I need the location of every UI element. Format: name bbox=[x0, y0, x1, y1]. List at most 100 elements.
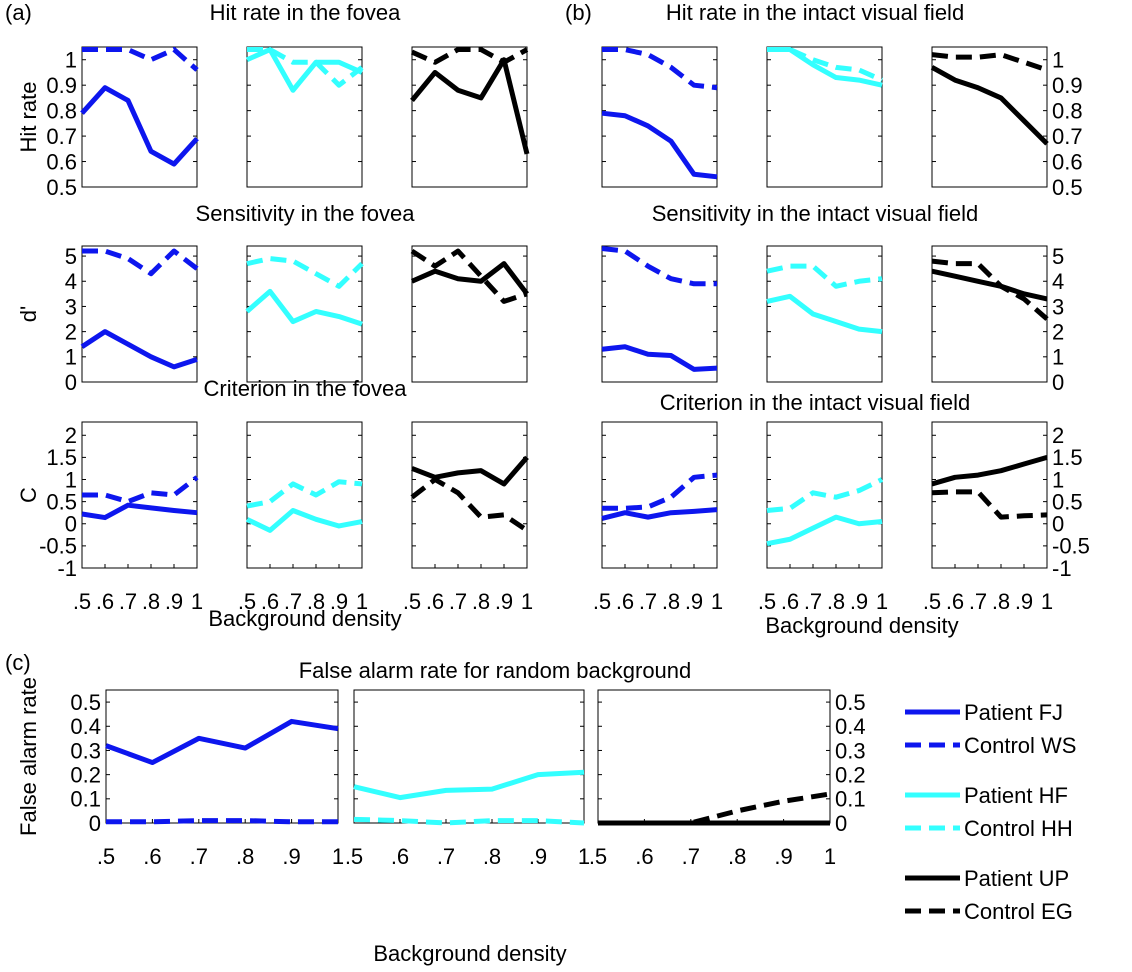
data-line bbox=[410, 248, 528, 304]
x-tick-label: 1 bbox=[332, 844, 344, 869]
y-tick-label: 0.5 bbox=[1052, 175, 1083, 200]
axes-frame bbox=[81, 46, 198, 188]
data-line bbox=[82, 248, 199, 277]
data-line bbox=[245, 47, 364, 93]
x-tick-label: .6 bbox=[616, 589, 634, 614]
legend-label: Patient HF bbox=[964, 783, 1068, 808]
x-tick-label: .7 bbox=[119, 589, 137, 614]
y-tick-label: 4 bbox=[1052, 269, 1064, 294]
panel-label: (a) bbox=[5, 0, 32, 25]
x-tick-label: .6 bbox=[391, 844, 409, 869]
chart-title: Criterion in the fovea bbox=[204, 376, 408, 401]
x-tick-label: .7 bbox=[804, 589, 822, 614]
data-line bbox=[766, 477, 884, 513]
x-tick-label: .7 bbox=[639, 589, 657, 614]
x-tick-label: .6 bbox=[426, 589, 444, 614]
x-tick-label: .9 bbox=[529, 844, 547, 869]
axes-frame bbox=[931, 46, 1048, 188]
x-tick-label: .9 bbox=[1015, 589, 1033, 614]
data-line bbox=[411, 455, 529, 487]
x-tick-label: .5 bbox=[758, 589, 776, 614]
data-line bbox=[80, 85, 199, 167]
y-tick-label: -0.5 bbox=[1052, 534, 1090, 559]
y-tick-label: 0.1 bbox=[70, 787, 101, 812]
y-tick-label: 0.7 bbox=[46, 124, 77, 149]
axes-frame bbox=[411, 421, 528, 569]
chart-title: Sensitivity in the fovea bbox=[196, 201, 416, 226]
data-line bbox=[931, 52, 1048, 73]
legend-label: Patient FJ bbox=[964, 700, 1063, 725]
x-tick-label: .5 bbox=[73, 589, 91, 614]
y-axis-label: d' bbox=[16, 306, 41, 322]
x-tick-label: 1 bbox=[578, 844, 590, 869]
data-line bbox=[601, 246, 717, 287]
x-tick-label: .6 bbox=[946, 589, 964, 614]
y-tick-label: 1 bbox=[65, 467, 77, 492]
axes-frame bbox=[353, 689, 585, 824]
y-tick-label: 2 bbox=[1052, 319, 1064, 344]
axes-frame bbox=[601, 245, 718, 383]
chart-title: Hit rate in the intact visual field bbox=[666, 0, 964, 25]
data-line bbox=[245, 507, 363, 533]
y-tick-label: 0.3 bbox=[70, 738, 101, 763]
y-tick-label: 0.5 bbox=[70, 690, 101, 715]
y-tick-label: 5 bbox=[65, 244, 77, 269]
y-tick-label: 0.6 bbox=[46, 149, 77, 174]
y-axis-label: C bbox=[16, 487, 41, 503]
data-line bbox=[82, 47, 199, 72]
y-tick-label: 0 bbox=[65, 512, 77, 537]
data-line bbox=[410, 47, 529, 65]
y-tick-label: -1 bbox=[57, 556, 77, 581]
axes-frame bbox=[597, 689, 831, 824]
x-tick-label: .5 bbox=[403, 589, 421, 614]
legend-label: Control HH bbox=[964, 816, 1073, 841]
data-line bbox=[246, 256, 364, 289]
x-tick-label: .6 bbox=[143, 844, 161, 869]
y-tick-label: 2 bbox=[65, 423, 77, 448]
y-tick-label: 3 bbox=[1052, 294, 1064, 319]
data-line bbox=[353, 769, 585, 801]
x-tick-label: .7 bbox=[284, 589, 302, 614]
x-axis-label: Background density bbox=[765, 613, 958, 638]
x-axis-label: Background density bbox=[208, 606, 401, 631]
data-line bbox=[81, 502, 198, 521]
data-line bbox=[766, 263, 883, 289]
y-tick-label: -1 bbox=[1052, 556, 1072, 581]
x-tick-label: .5 bbox=[238, 589, 256, 614]
y-tick-label: 0 bbox=[89, 811, 101, 836]
y-tick-label: 0.5 bbox=[46, 175, 77, 200]
x-tick-label: .5 bbox=[345, 844, 363, 869]
data-line bbox=[106, 818, 338, 825]
data-line bbox=[766, 514, 883, 547]
y-tick-label: 0 bbox=[65, 370, 77, 395]
axes-frame bbox=[105, 689, 339, 824]
y-tick-label: 0.4 bbox=[835, 714, 866, 739]
y-tick-label: 3 bbox=[65, 294, 77, 319]
data-line bbox=[931, 489, 1048, 520]
axes-frame bbox=[766, 245, 883, 383]
data-line bbox=[602, 47, 718, 91]
x-tick-label: .7 bbox=[969, 589, 987, 614]
x-tick-label: .5 bbox=[923, 589, 941, 614]
x-tick-label: .9 bbox=[330, 589, 348, 614]
y-tick-label: 0.7 bbox=[1052, 124, 1083, 149]
data-line bbox=[931, 454, 1048, 487]
x-tick-label: 1 bbox=[711, 589, 723, 614]
x-tick-label: .8 bbox=[142, 589, 160, 614]
data-line bbox=[601, 110, 718, 180]
axes-frame bbox=[246, 421, 363, 569]
data-line bbox=[601, 344, 718, 372]
axes-frame bbox=[601, 421, 718, 569]
x-tick-label: .9 bbox=[685, 589, 703, 614]
y-tick-label: 4 bbox=[65, 269, 77, 294]
data-line bbox=[82, 475, 199, 505]
x-tick-label: .6 bbox=[96, 589, 114, 614]
axes-frame bbox=[931, 421, 1048, 569]
x-tick-label: .8 bbox=[236, 844, 254, 869]
y-tick-label: -0.5 bbox=[39, 534, 77, 559]
data-line bbox=[602, 472, 718, 511]
x-tick-label: .8 bbox=[992, 589, 1010, 614]
data-line bbox=[410, 261, 529, 296]
axes-frame bbox=[246, 46, 363, 188]
x-tick-label: .6 bbox=[635, 844, 653, 869]
